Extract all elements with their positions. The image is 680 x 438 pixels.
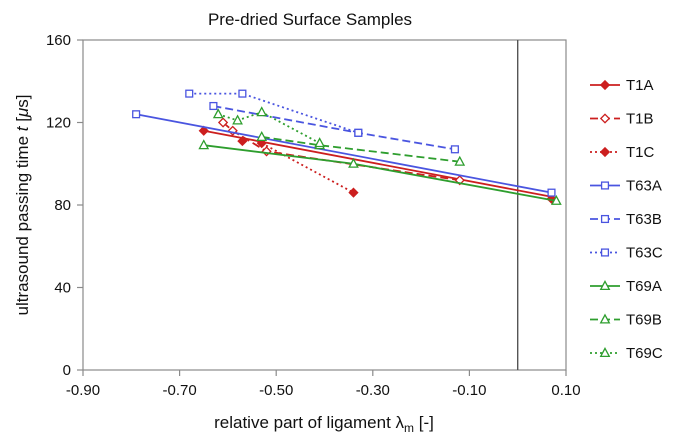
data-point-t69c bbox=[314, 137, 326, 148]
legend-item-t63c: T63C bbox=[590, 245, 663, 262]
legend-label: T69A bbox=[626, 278, 662, 295]
data-point-t63b bbox=[209, 101, 218, 111]
series-line-t1a bbox=[203, 129, 552, 198]
series-line-t63a bbox=[135, 113, 552, 194]
legend-item-t1c: T1C bbox=[590, 144, 655, 161]
series-line-t69a bbox=[203, 144, 557, 202]
y-axis-label-unit-rest: s] bbox=[13, 94, 32, 107]
data-point-t63c bbox=[185, 89, 194, 98]
legend-label: T63C bbox=[626, 245, 663, 262]
series-line-t69c bbox=[217, 111, 321, 144]
y-axis-label-main: ultrasound passing time bbox=[13, 131, 32, 315]
data-point-t63a bbox=[547, 188, 556, 197]
legend-label: T69B bbox=[626, 312, 662, 329]
data-point-t63c bbox=[238, 89, 247, 98]
data-point-t69a bbox=[550, 194, 562, 205]
series-t1c bbox=[256, 138, 359, 198]
legend-swatch-marker bbox=[600, 181, 610, 190]
series-group bbox=[132, 89, 562, 205]
data-point-t63a bbox=[132, 110, 141, 119]
legend-swatch-marker bbox=[599, 347, 611, 358]
data-point-t69a bbox=[348, 157, 359, 168]
legend-label: T1A bbox=[626, 77, 654, 94]
x-axis-label-subscript: m bbox=[404, 421, 414, 435]
data-point-t69b bbox=[256, 130, 268, 141]
legend-label: T63A bbox=[626, 178, 662, 195]
x-axis-label-unit: [-] bbox=[414, 413, 434, 432]
x-tick-marks bbox=[82, 370, 567, 376]
x-tick-label: -0.90 bbox=[66, 382, 100, 399]
series-t63c bbox=[185, 89, 363, 137]
data-point-t69a bbox=[198, 139, 210, 150]
data-point-t1c bbox=[348, 187, 359, 198]
y-tick-marks bbox=[77, 39, 83, 371]
legend-item-t69b: T69B bbox=[590, 312, 662, 329]
y-axis-label: ultrasound passing time t [μs] bbox=[13, 94, 32, 315]
x-axis-label-symbol: λ bbox=[396, 413, 405, 432]
data-point-t69c bbox=[232, 114, 243, 125]
y-tick-label: 0 bbox=[63, 362, 71, 379]
data-point-t1c bbox=[256, 138, 267, 149]
data-point-t1a bbox=[198, 125, 209, 136]
legend-item-t63b: T63B bbox=[590, 211, 662, 228]
legend-swatch-marker bbox=[600, 248, 610, 257]
y-axis-label-unit-open: [ bbox=[13, 117, 32, 127]
series-t69c bbox=[212, 106, 326, 148]
legend-swatch-marker bbox=[600, 214, 610, 224]
series-t69a bbox=[198, 139, 562, 205]
legend-label: T63B bbox=[626, 211, 662, 228]
series-line-t63b bbox=[213, 105, 456, 151]
legend-item-t1b: T1B bbox=[590, 111, 654, 128]
legend-swatch-marker bbox=[599, 113, 611, 124]
legend-swatch-marker bbox=[599, 79, 611, 91]
series-t63b bbox=[209, 101, 459, 154]
x-tick-label: -0.30 bbox=[356, 382, 390, 399]
y-tick-label: 120 bbox=[46, 115, 71, 132]
y-tick-labels: 0 40 80 120 160 bbox=[46, 32, 71, 379]
plot-frame bbox=[82, 39, 567, 371]
y-axis-label-unit-mu: μ bbox=[13, 107, 32, 118]
legend-label: T1C bbox=[626, 144, 655, 161]
y-tick-label: 80 bbox=[54, 197, 71, 214]
x-axis-label: relative part of ligament λm [-] bbox=[214, 413, 434, 435]
series-line-t63c bbox=[189, 92, 359, 134]
series-line-t69b bbox=[261, 136, 460, 163]
legend-item-t1a: T1A bbox=[590, 77, 654, 94]
x-tick-label: -0.10 bbox=[452, 382, 486, 399]
data-point-t69c bbox=[256, 106, 268, 117]
legend: T1A T1B T1C T63A T63B T63C T69A T69B T69C bbox=[590, 77, 663, 362]
legend-item-t69c: T69C bbox=[590, 345, 663, 362]
x-tick-label: -0.50 bbox=[259, 382, 293, 399]
legend-swatch-marker bbox=[599, 280, 611, 291]
legend-label: T1B bbox=[626, 111, 654, 128]
data-point-t1b bbox=[217, 117, 229, 128]
series-t63a bbox=[132, 110, 556, 197]
data-point-t69c bbox=[212, 108, 224, 119]
data-point-t1b bbox=[261, 146, 272, 157]
x-axis-label-main: relative part of ligament bbox=[214, 413, 395, 432]
data-point-t63c bbox=[354, 128, 363, 137]
legend-swatch-marker bbox=[599, 146, 611, 158]
y-tick-label: 40 bbox=[54, 280, 71, 297]
x-tick-label: -0.70 bbox=[162, 382, 196, 399]
legend-swatch-marker bbox=[599, 313, 611, 324]
x-tick-labels: -0.90 -0.70 -0.50 -0.30 -0.10 0.10 bbox=[66, 382, 581, 399]
x-tick-label: 0.10 bbox=[551, 382, 580, 399]
y-tick-label: 160 bbox=[46, 32, 71, 49]
data-point-t69b bbox=[454, 155, 466, 166]
legend-label: T69C bbox=[626, 345, 663, 362]
data-point-t63b bbox=[450, 145, 459, 154]
chart-title: Pre-dried Surface Samples bbox=[208, 10, 412, 29]
legend-item-t63a: T63A bbox=[590, 178, 662, 195]
legend-item-t69a: T69A bbox=[590, 278, 662, 295]
y-axis-label-symbol: t bbox=[13, 125, 32, 131]
series-line-t1c bbox=[261, 142, 354, 194]
